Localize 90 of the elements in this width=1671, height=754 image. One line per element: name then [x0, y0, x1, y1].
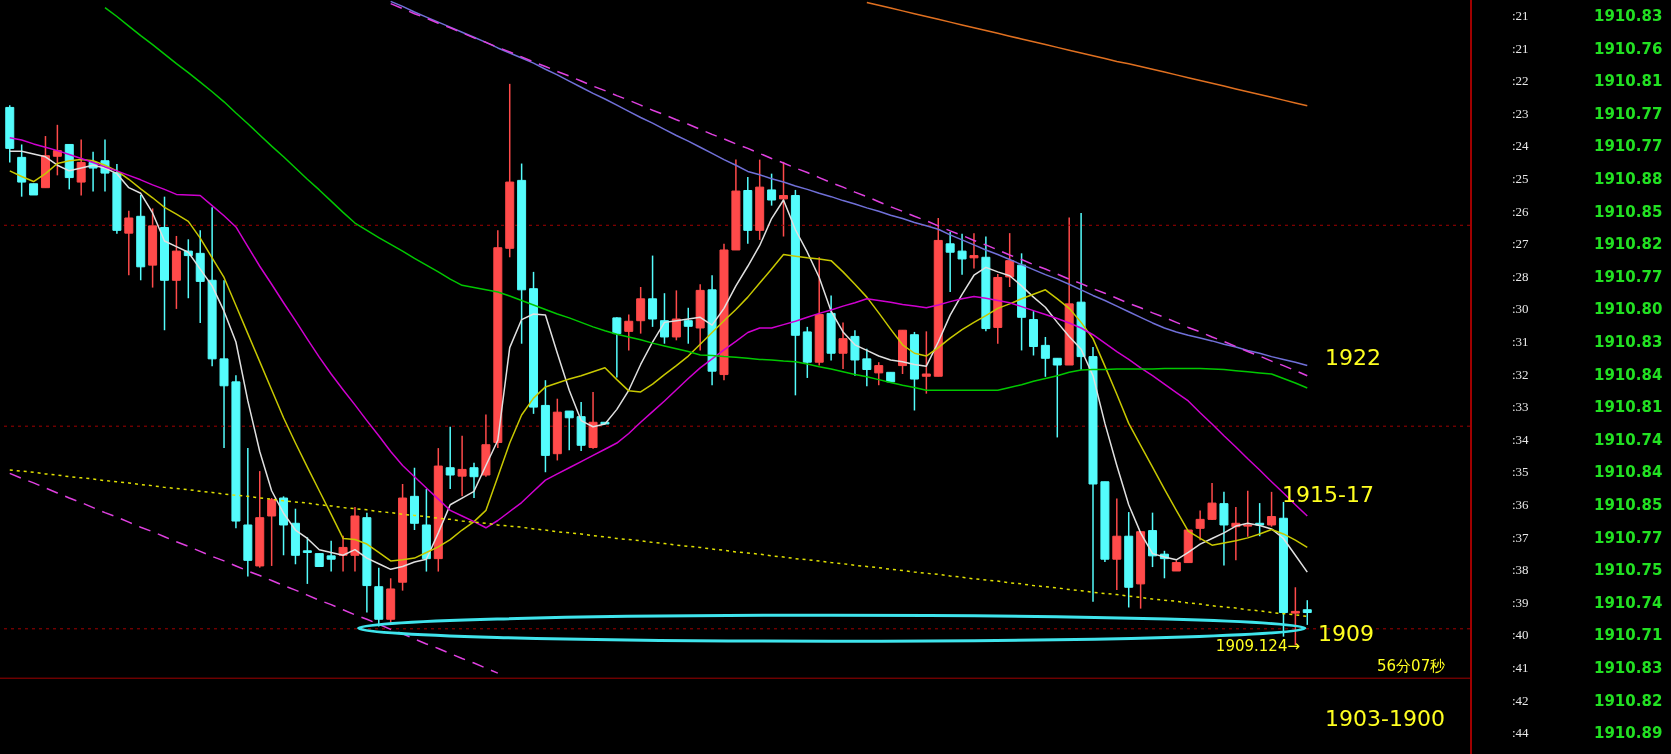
annotation: 1915-17 [1282, 482, 1374, 507]
text: 1910.83 [1594, 332, 1663, 353]
candlestick [326, 539, 336, 573]
text: 1910.84 [1594, 462, 1663, 484]
text: :22 [1512, 72, 1529, 91]
candlestick [267, 497, 277, 567]
text: 1910.82 [1594, 690, 1663, 712]
candlestick [624, 313, 634, 352]
text: 1910.81 [1594, 397, 1663, 419]
candlestick [1040, 336, 1050, 378]
candlestick [1112, 497, 1122, 591]
candlestick [874, 361, 884, 386]
text: :42 [1512, 691, 1529, 710]
candlestick [1052, 357, 1062, 439]
text: 1910.77 [1594, 527, 1663, 549]
candlestick [945, 231, 955, 293]
text: :40 [1512, 626, 1529, 645]
text: 1910.83 [1594, 6, 1663, 27]
text: 1910.82 [1594, 234, 1663, 256]
text: :37 [1512, 528, 1529, 547]
text: :44 [1512, 724, 1529, 743]
text: :31 [1512, 333, 1529, 351]
candlestick [671, 289, 681, 342]
text: :21 [1512, 7, 1529, 25]
candlestick [767, 172, 777, 207]
candlestick [76, 138, 86, 197]
candlestick [469, 461, 479, 499]
text: :38 [1512, 561, 1529, 580]
text: 1910.77 [1594, 266, 1663, 288]
text: :30 [1512, 300, 1529, 319]
annotation: 1909.124→ [1215, 637, 1300, 655]
candlestick [862, 348, 872, 388]
text: :36 [1512, 496, 1529, 514]
text: :41 [1512, 659, 1529, 677]
text: 1910.75 [1594, 560, 1663, 582]
candlestick [302, 536, 312, 585]
candlestick [124, 209, 134, 276]
text: 1910.83 [1594, 658, 1663, 679]
text: :25 [1512, 170, 1529, 188]
text: 1910.89 [1594, 723, 1663, 745]
candlestick [1267, 491, 1277, 528]
text: :26 [1512, 202, 1529, 221]
text: 1910.77 [1594, 103, 1663, 125]
text: :33 [1512, 398, 1529, 417]
text: :27 [1512, 235, 1529, 254]
candlestick [1219, 491, 1229, 567]
text: 1910.88 [1594, 169, 1663, 190]
text: :21 [1512, 39, 1529, 58]
text: 1910.71 [1594, 625, 1663, 647]
text: 1910.74 [1594, 429, 1663, 451]
candlestick [1243, 489, 1253, 538]
text: :32 [1512, 365, 1529, 384]
candlestick [52, 124, 62, 177]
text: 1910.85 [1594, 495, 1663, 516]
candlestick [457, 434, 467, 498]
candlestick [1195, 509, 1205, 541]
text: 1910.77 [1594, 136, 1663, 158]
candlestick [779, 161, 789, 238]
text: 1922 [1325, 345, 1381, 370]
text: 1910.81 [1594, 71, 1663, 93]
text: 1909 [1318, 621, 1374, 646]
text: :34 [1512, 430, 1529, 449]
text: 1910.80 [1594, 299, 1663, 321]
text: 1910.85 [1594, 201, 1663, 223]
text: 1910.84 [1594, 364, 1663, 386]
candlestick [1207, 482, 1217, 521]
candlestick [838, 321, 848, 370]
text: :28 [1512, 267, 1529, 286]
candlestick [659, 292, 669, 345]
candlestick [636, 286, 646, 335]
candlestick [648, 254, 658, 328]
candlestick [564, 410, 574, 452]
candlestick [683, 307, 693, 345]
text: 56分07秒 [1377, 657, 1446, 675]
candlestick [957, 232, 967, 276]
text: 1903-1900 [1325, 706, 1445, 731]
text: :35 [1512, 463, 1529, 482]
candlestick [612, 316, 622, 379]
candlestick [338, 534, 348, 573]
text: 1910.74 [1594, 592, 1663, 614]
text: :23 [1512, 104, 1529, 123]
text: :24 [1512, 137, 1529, 156]
text: :39 [1512, 593, 1529, 612]
candlestick [1005, 232, 1015, 288]
candlestick [921, 330, 931, 395]
candlestick [969, 232, 979, 270]
candlestick [1302, 599, 1312, 626]
candlestick [850, 329, 860, 377]
text: 1910.76 [1594, 38, 1663, 60]
candlestick [445, 426, 455, 490]
